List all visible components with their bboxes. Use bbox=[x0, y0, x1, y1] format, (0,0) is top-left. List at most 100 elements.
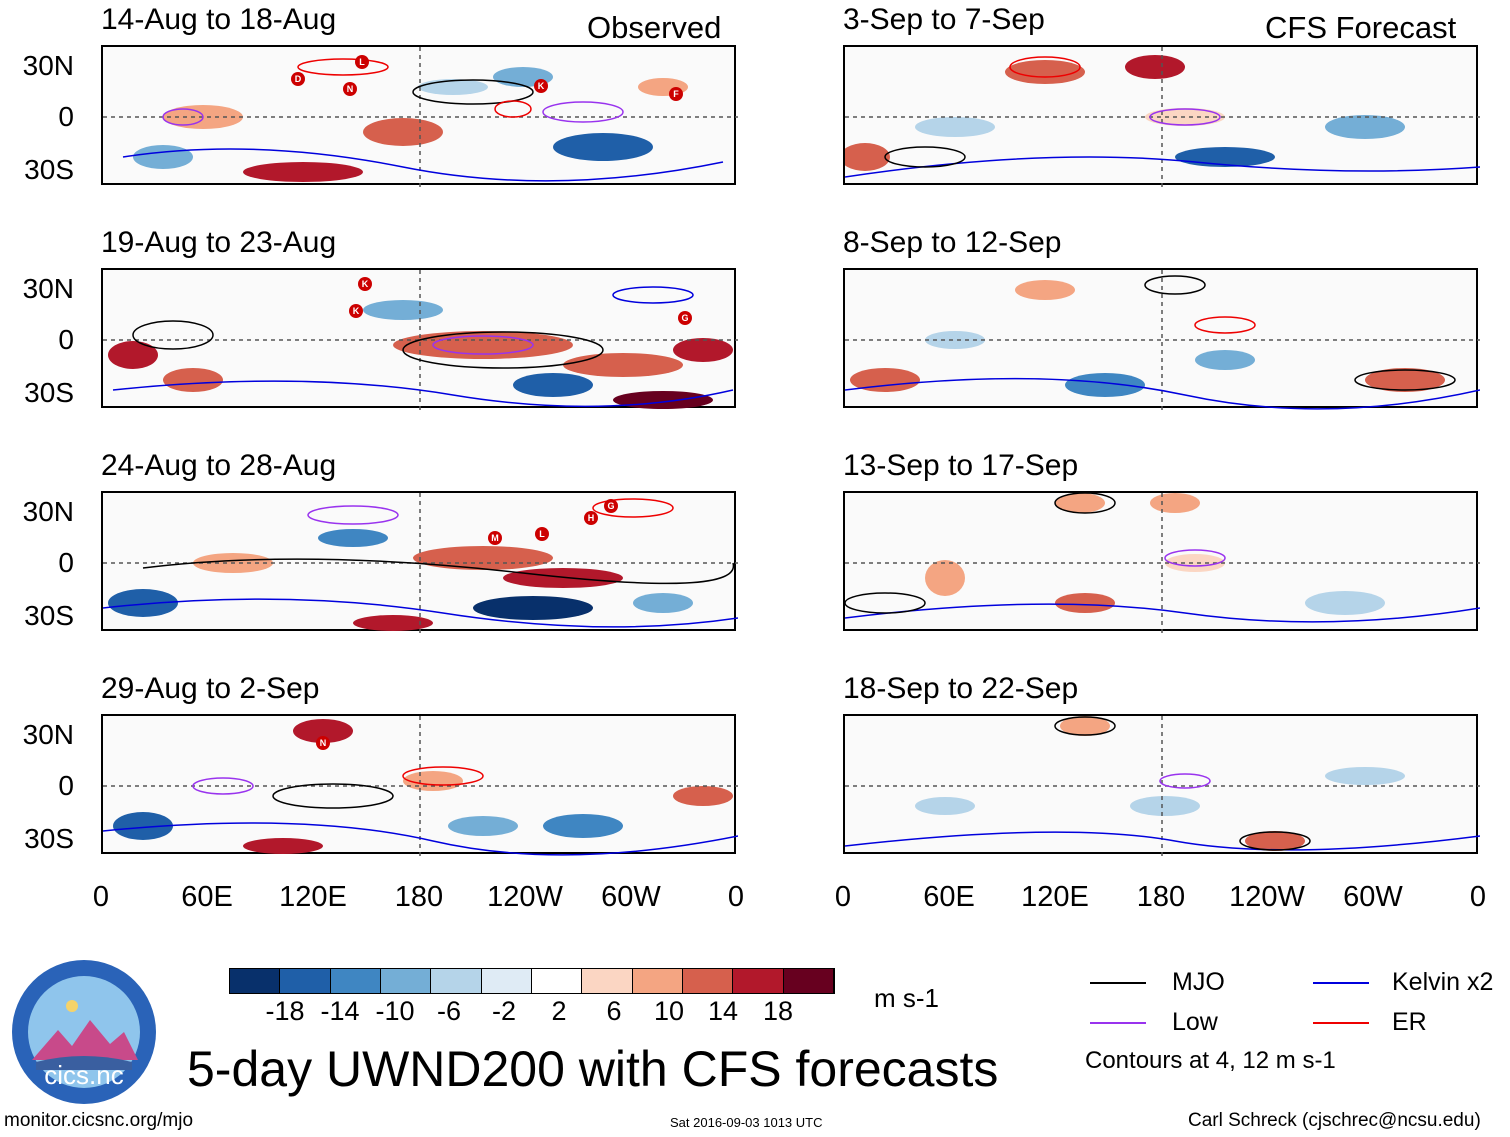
colorbar-units: m s-1 bbox=[874, 983, 939, 1013]
map-fcst-3-graphic bbox=[845, 493, 1480, 633]
map-obs-4-graphic bbox=[103, 716, 738, 856]
legend-label-er: ER bbox=[1392, 1008, 1427, 1036]
storm-marker: K bbox=[534, 79, 548, 93]
panel-title-obs-1: 14-Aug to 18-Aug bbox=[101, 3, 337, 36]
legend-line-mjo bbox=[1090, 982, 1146, 984]
lat-label-eq-3: 0 bbox=[58, 547, 74, 578]
lon-label-obs-0: 0 bbox=[92, 881, 110, 913]
lat-label-eq-1: 0 bbox=[58, 101, 74, 132]
storm-marker: M bbox=[488, 531, 502, 545]
map-obs-4 bbox=[101, 714, 738, 856]
lat-label-30n-2: 30N bbox=[22, 273, 74, 304]
logo-text: cics.nc bbox=[44, 1060, 123, 1090]
lon-label-fcst-120e: 120E bbox=[1021, 881, 1089, 913]
lat-label-30n-3: 30N bbox=[22, 496, 74, 527]
cbar-label: -18 bbox=[265, 996, 305, 1026]
cbar-label: -6 bbox=[436, 996, 461, 1026]
lon-label-obs-0-end: 0 bbox=[727, 881, 745, 913]
map-obs-3 bbox=[101, 491, 738, 633]
map-obs-1 bbox=[101, 45, 738, 187]
legend-label-mjo: MJO bbox=[1172, 968, 1225, 996]
map-fcst-1-graphic bbox=[845, 47, 1480, 187]
colorbar-swatch bbox=[280, 969, 331, 993]
lon-label-obs-120e: 120E bbox=[279, 881, 347, 913]
panel-title-obs-2: 19-Aug to 23-Aug bbox=[101, 226, 337, 259]
cbar-label: 6 bbox=[606, 996, 622, 1026]
lon-label-obs-180: 180 bbox=[394, 881, 444, 913]
colorbar-swatch bbox=[682, 969, 734, 993]
lat-label-30n-1: 30N bbox=[22, 50, 74, 81]
storm-marker: L bbox=[355, 55, 369, 69]
colorbar-swatch bbox=[481, 969, 532, 993]
legend-note: Contours at 4, 12 m s-1 bbox=[1085, 1047, 1336, 1074]
map-obs-2-graphic bbox=[103, 270, 738, 410]
forecast-header: CFS Forecast bbox=[1265, 10, 1457, 45]
legend-label-low: Low bbox=[1172, 1008, 1218, 1036]
panel-title-fcst-2: 8-Sep to 12-Sep bbox=[843, 226, 1062, 259]
lon-label-obs-60e: 60E bbox=[181, 881, 233, 913]
panel-title-fcst-4: 18-Sep to 22-Sep bbox=[843, 672, 1079, 705]
map-fcst-2 bbox=[843, 268, 1480, 410]
lat-label-30s-1: 30S bbox=[24, 154, 74, 185]
lon-label-fcst-120w: 120W bbox=[1229, 881, 1305, 913]
map-fcst-2-graphic bbox=[845, 270, 1480, 410]
panel-title-fcst-1: 3-Sep to 7-Sep bbox=[843, 3, 1045, 36]
colorbar-swatch bbox=[330, 969, 381, 993]
storm-marker: H bbox=[584, 511, 598, 525]
cics-logo-graphic: cics.nc bbox=[12, 960, 156, 1104]
legend-line-kelvin bbox=[1313, 982, 1369, 984]
lon-label-fcst-60e: 60E bbox=[923, 881, 975, 913]
lat-label-30s-2: 30S bbox=[24, 377, 74, 408]
map-obs-2 bbox=[101, 268, 738, 410]
lat-label-30s-4: 30S bbox=[24, 823, 74, 854]
colorbar-swatch bbox=[431, 969, 482, 993]
storm-marker: L bbox=[535, 527, 549, 541]
lat-label-eq-4: 0 bbox=[58, 770, 74, 801]
colorbar-swatch bbox=[733, 969, 784, 993]
footer-timestamp: Sat 2016-09-03 1013 UTC bbox=[670, 1115, 823, 1130]
lon-label-fcst-0-end: 0 bbox=[1469, 881, 1487, 913]
cbar-label: -2 bbox=[491, 996, 516, 1026]
colorbar-swatch bbox=[230, 969, 281, 993]
lon-label-fcst-0: 0 bbox=[834, 881, 852, 913]
colorbar-swatch bbox=[783, 969, 834, 993]
lon-label-fcst-60w: 60W bbox=[1343, 881, 1403, 913]
lon-label-fcst-180: 180 bbox=[1136, 881, 1186, 913]
colorbar-swatch bbox=[582, 969, 633, 993]
footer-author: Carl Schreck (cjschrec@ncsu.edu) bbox=[1188, 1110, 1481, 1131]
map-fcst-4-graphic bbox=[845, 716, 1480, 856]
colorbar bbox=[229, 968, 835, 994]
cbar-label: 2 bbox=[551, 996, 567, 1026]
legend-label-kelvin: Kelvin x2 bbox=[1392, 968, 1494, 996]
cbar-label: 10 bbox=[653, 996, 685, 1026]
cbar-label: -10 bbox=[375, 996, 415, 1026]
lat-label-30s-3: 30S bbox=[24, 600, 74, 631]
panel-title-obs-3: 24-Aug to 28-Aug bbox=[101, 449, 337, 482]
legend-line-er bbox=[1313, 1022, 1369, 1024]
map-fcst-1 bbox=[843, 45, 1480, 187]
storm-marker: K bbox=[349, 304, 363, 318]
legend-line-low bbox=[1090, 1022, 1146, 1024]
cbar-label: 14 bbox=[707, 996, 739, 1026]
lat-label-eq-2: 0 bbox=[58, 324, 74, 355]
cbar-label: -14 bbox=[320, 996, 360, 1026]
observed-header: Observed bbox=[587, 10, 722, 45]
storm-marker: N bbox=[316, 736, 330, 750]
storm-marker: F bbox=[669, 87, 683, 101]
storm-marker: G bbox=[678, 311, 692, 325]
panel-title-fcst-3: 13-Sep to 17-Sep bbox=[843, 449, 1079, 482]
map-fcst-4 bbox=[843, 714, 1480, 856]
footer-url[interactable]: monitor.cicsnc.org/mjo bbox=[4, 1110, 194, 1131]
storm-marker: G bbox=[604, 499, 618, 513]
storm-marker: N bbox=[343, 82, 357, 96]
storm-marker: K bbox=[358, 277, 372, 291]
map-obs-3-graphic bbox=[103, 493, 738, 633]
lat-label-30n-4: 30N bbox=[22, 719, 74, 750]
storm-marker: D bbox=[291, 72, 305, 86]
map-fcst-3 bbox=[843, 491, 1480, 633]
main-title: 5-day UWND200 with CFS forecasts bbox=[187, 1041, 999, 1097]
lon-label-obs-60w: 60W bbox=[601, 881, 661, 913]
lon-label-obs-120w: 120W bbox=[487, 881, 563, 913]
panel-title-obs-4: 29-Aug to 2-Sep bbox=[101, 672, 320, 705]
cbar-label: 18 bbox=[762, 996, 794, 1026]
